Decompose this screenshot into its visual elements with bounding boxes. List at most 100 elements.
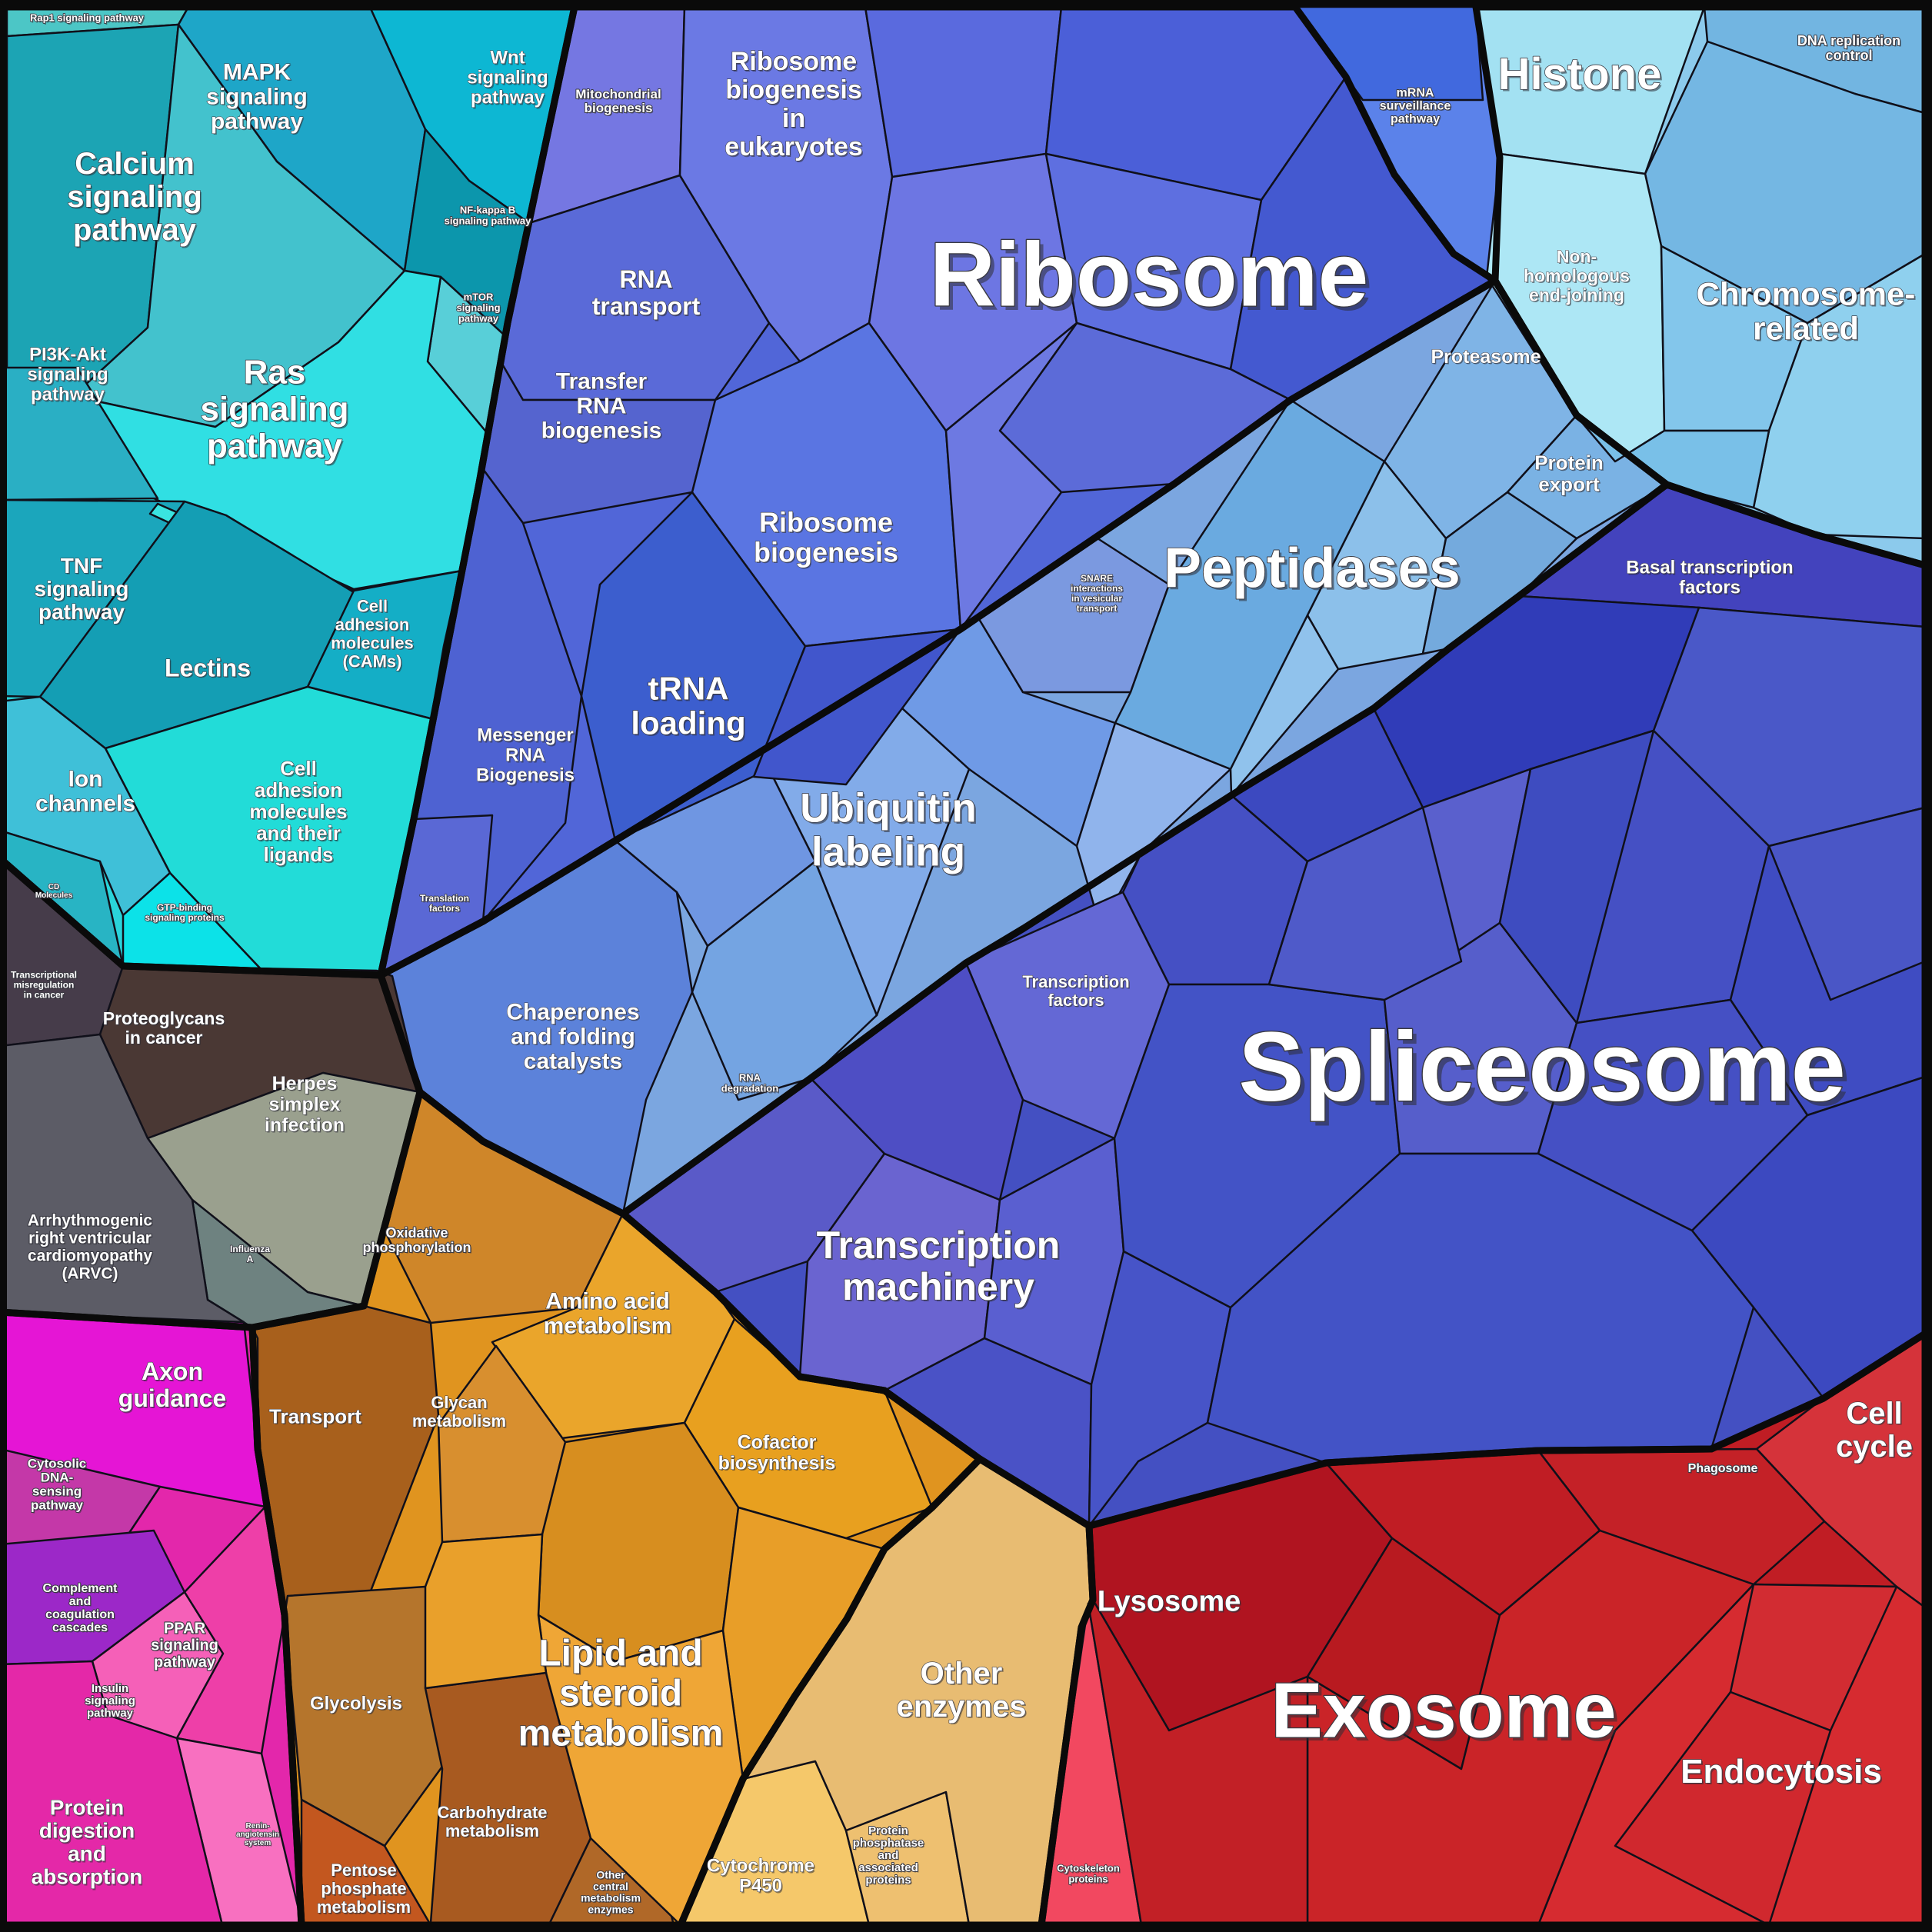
svg-text:Rap1 signaling pathway: Rap1 signaling pathway: [30, 12, 145, 24]
svg-text:Transport: Transport: [269, 1404, 361, 1427]
svg-text:Histone: Histone: [1500, 52, 1664, 102]
svg-text:Transport: Transport: [271, 1406, 363, 1429]
svg-text:Lysosome: Lysosome: [1098, 1587, 1242, 1619]
svg-text:Ribosome: Ribosome: [930, 225, 1368, 326]
svg-text:Peptidases: Peptidases: [1167, 540, 1463, 602]
svg-text:Glycolysis: Glycolysis: [310, 1694, 402, 1714]
svg-text:Phagosome: Phagosome: [1689, 1463, 1759, 1476]
svg-text:Rap1 signaling pathway: Rap1 signaling pathway: [32, 13, 146, 25]
svg-text:Endocytosis: Endocytosis: [1682, 1754, 1884, 1792]
svg-text:Histone: Histone: [1498, 49, 1662, 99]
svg-text:Spliceosome: Spliceosome: [1243, 1017, 1850, 1127]
svg-text:Lectins: Lectins: [165, 655, 251, 682]
svg-text:Exosome: Exosome: [1271, 1667, 1616, 1754]
svg-text:Proteasome: Proteasome: [1432, 348, 1542, 369]
